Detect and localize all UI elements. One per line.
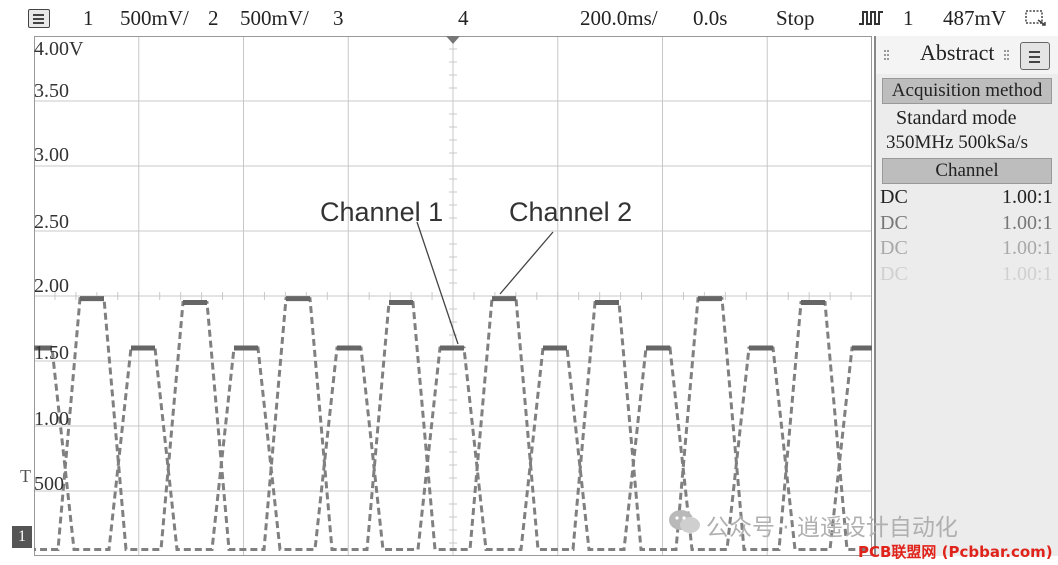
channel-coupling: DC (880, 263, 908, 285)
side-panel: Abstract Acquisition method Standard mod… (874, 36, 1058, 556)
ch2-label[interactable]: 2 (208, 6, 219, 30)
channel-probe: 1.00:1 (1002, 237, 1053, 259)
y-label-4v: 4.00V (34, 38, 84, 60)
trigger-level[interactable]: 487mV (943, 6, 1006, 30)
channel-coupling: DC (880, 237, 908, 259)
annotation-leader-ch2 (499, 231, 554, 295)
y-label-2v: 2.00 (34, 275, 69, 297)
trigger-edge-icon[interactable] (858, 10, 884, 26)
y-label-3v5: 3.50 (34, 80, 69, 102)
trigger-position-marker (446, 36, 460, 44)
acquisition-header: Acquisition method (882, 78, 1052, 104)
ch1-ground-marker[interactable]: 1 (12, 526, 32, 548)
wechat-icon (669, 510, 700, 533)
run-state[interactable]: Stop (776, 6, 815, 30)
annotation-leader-ch1 (416, 221, 459, 345)
window-icon[interactable] (1024, 8, 1048, 28)
drag-grip-icon[interactable] (1004, 50, 1009, 60)
annotation-channel2: Channel 2 (509, 197, 633, 227)
waveform-plot (34, 36, 872, 556)
trigger-level-marker[interactable]: T (20, 466, 31, 486)
channel-probe: 1.00:1 (1002, 263, 1053, 285)
site-watermark: PCB联盟网 (Pcbbar.com) (858, 543, 1053, 561)
offset-readout[interactable]: 0.0s (693, 6, 728, 30)
y-label-1v5: 1.50 (34, 342, 69, 364)
y-label-3v: 3.00 (34, 144, 69, 166)
waveform-display[interactable] (34, 36, 872, 556)
y-label-500mv: 500 (34, 473, 64, 495)
tab-abstract[interactable]: Abstract (920, 40, 995, 65)
channel-probe: 1.00:1 (1002, 212, 1053, 234)
ch3-label[interactable]: 3 (333, 6, 344, 30)
drag-grip-icon[interactable] (884, 50, 889, 60)
panel-tab-bar: Abstract (876, 36, 1058, 74)
channel-coupling: DC (880, 212, 908, 234)
channel-coupling: DC (880, 186, 908, 208)
menu-icon[interactable] (1020, 42, 1050, 70)
annotation-channel1: Channel 1 (320, 197, 444, 227)
channel-header: Channel (882, 158, 1052, 184)
sample-rate: 350MHz 500kSa/s (886, 132, 1028, 153)
ch1-label[interactable]: 1 (83, 6, 94, 30)
timebase-readout[interactable]: 200.0ms/ (580, 6, 658, 30)
ch1-scale[interactable]: 500mV/ (120, 6, 189, 30)
channel-probe: 1.00:1 (1002, 186, 1053, 208)
wechat-watermark: 公众号 · 逍遥设计自动化 (706, 515, 958, 541)
ch2-scale[interactable]: 500mV/ (240, 6, 309, 30)
y-label-2v5: 2.50 (34, 211, 69, 233)
y-label-1v: 1.00 (34, 408, 69, 430)
ch4-label[interactable]: 4 (458, 6, 469, 30)
menu-icon[interactable] (28, 9, 50, 28)
screen-left-margin (0, 36, 34, 556)
trigger-channel[interactable]: 1 (903, 6, 914, 30)
status-bar: 1 500mV/ 2 500mV/ 3 4 200.0ms/ 0.0s Stop… (0, 0, 1058, 36)
ch2-trace (34, 297, 872, 551)
acquisition-mode: Standard mode (896, 107, 1017, 129)
